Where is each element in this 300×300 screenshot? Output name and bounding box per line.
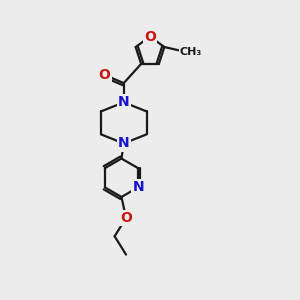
Text: O: O [99,68,110,82]
Text: O: O [144,30,156,44]
Text: O: O [120,211,132,225]
Text: N: N [118,136,130,151]
Text: N: N [132,180,144,194]
Text: CH₃: CH₃ [180,46,202,57]
Text: N: N [118,95,130,109]
